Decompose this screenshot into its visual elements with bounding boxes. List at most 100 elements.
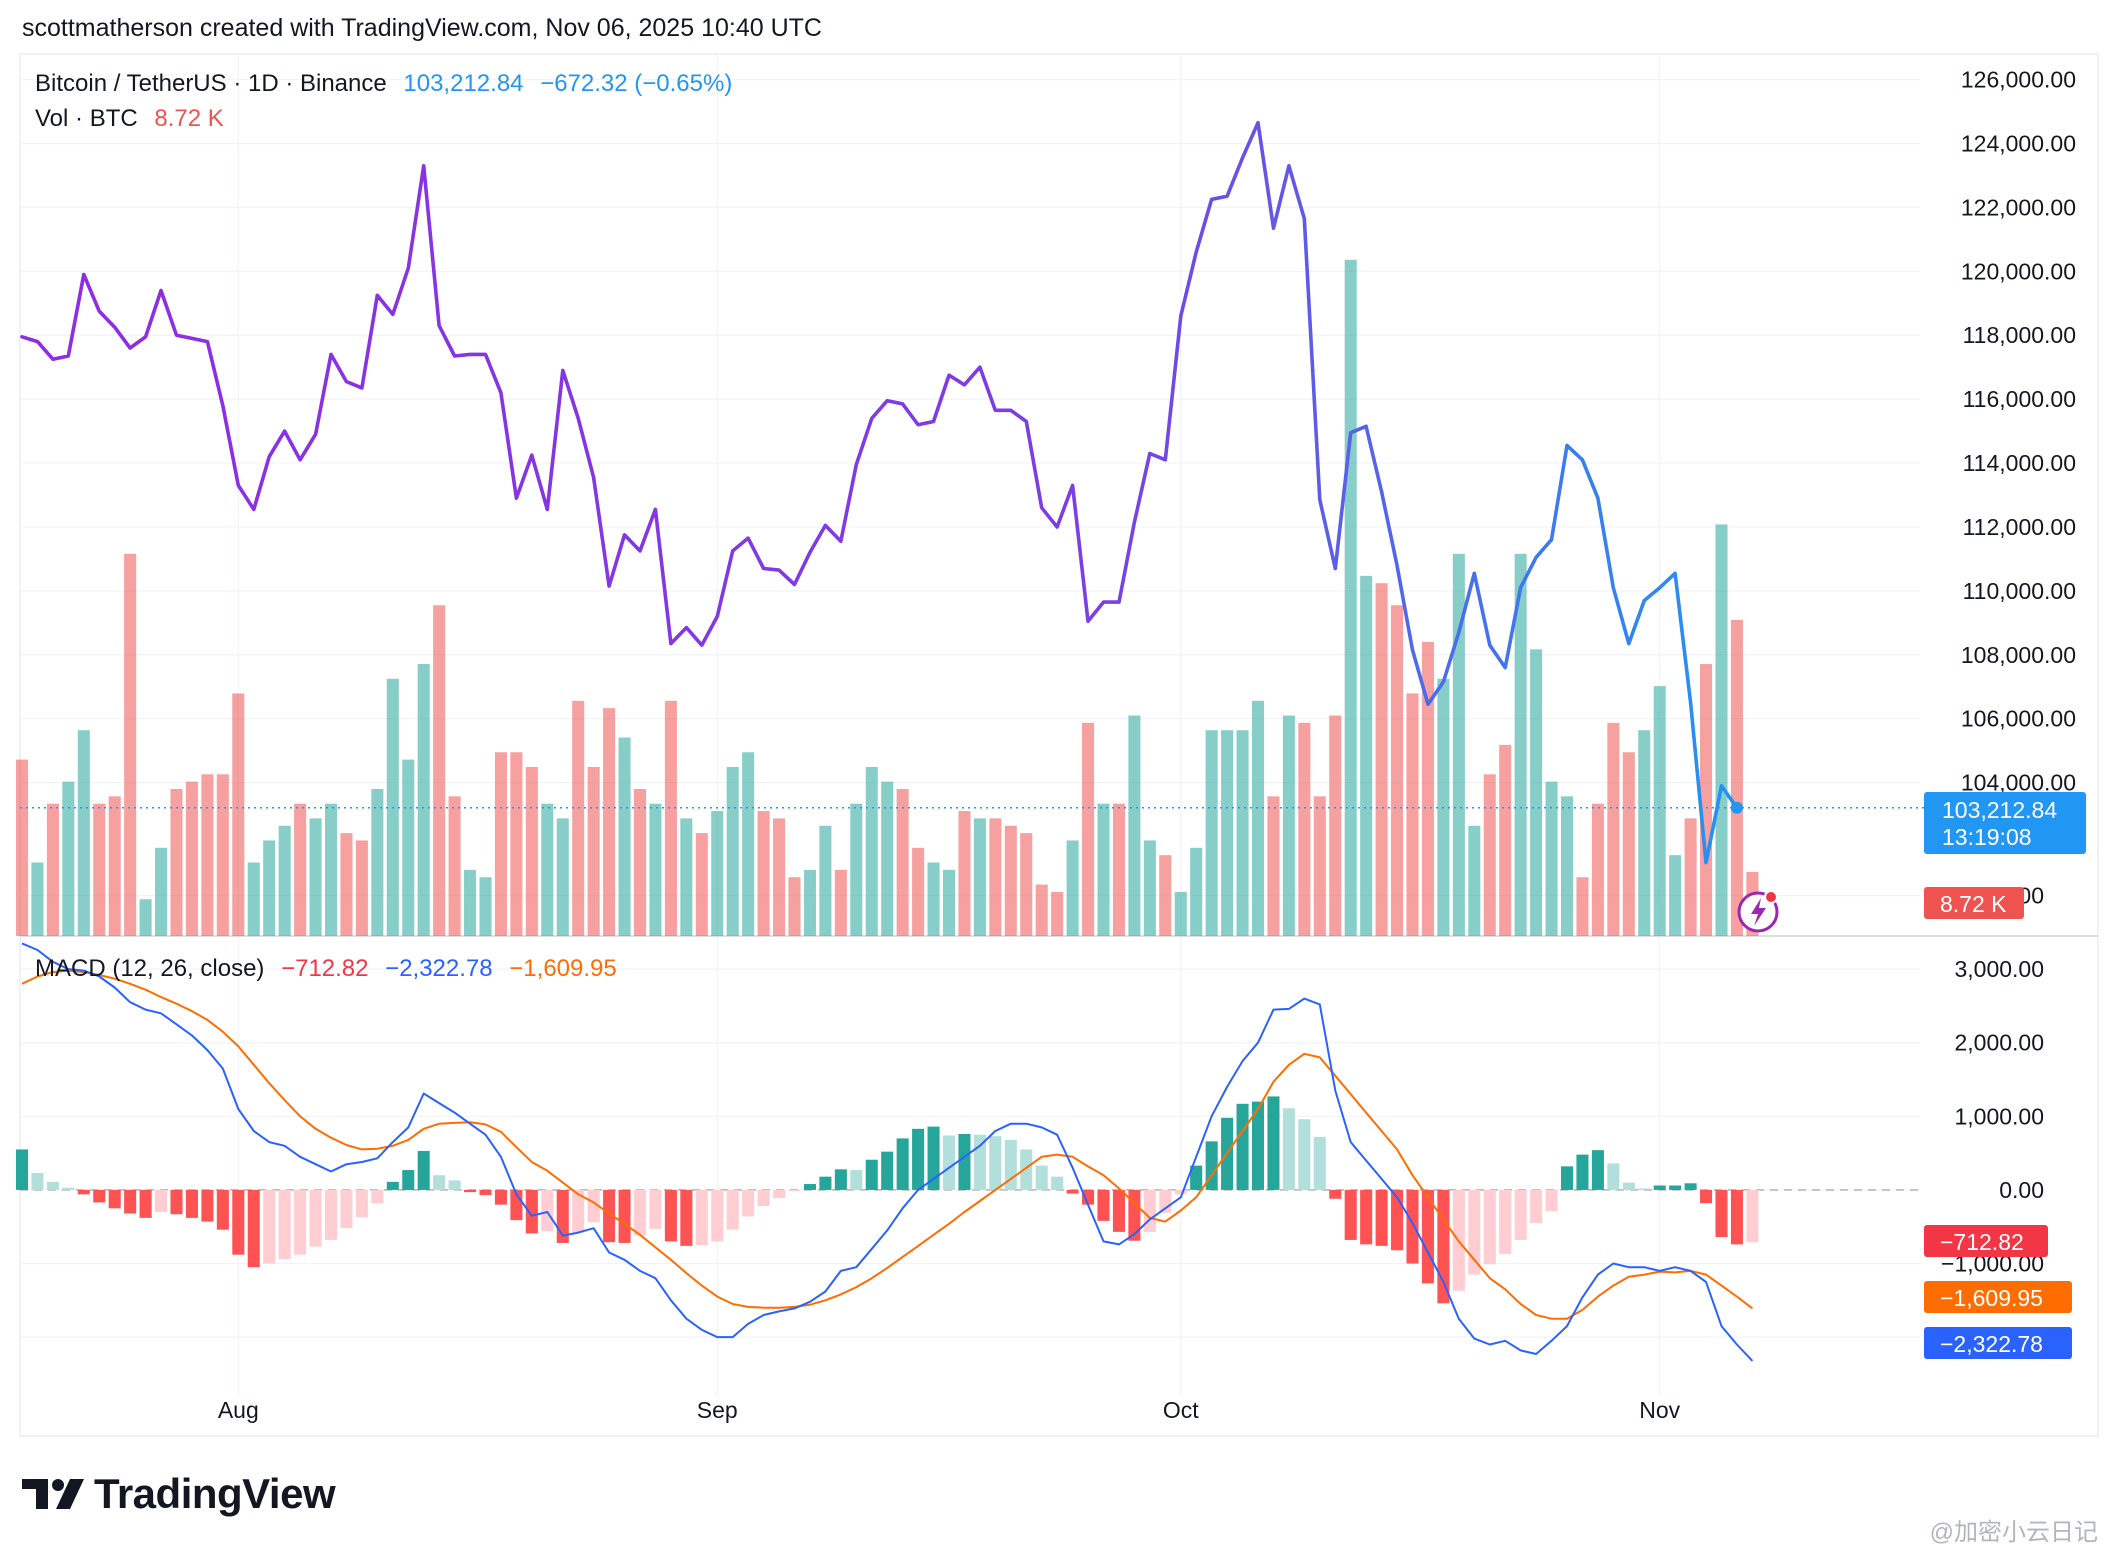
macd-axis[interactable]: −2,000.00−1,000.000.001,000.002,000.003,… <box>1941 883 2044 1351</box>
volume-bar <box>340 833 353 936</box>
volume-bar <box>1221 730 1234 936</box>
macd-hist-bar <box>850 1170 863 1190</box>
macd-hist-bar <box>1190 1165 1203 1190</box>
volume-bar <box>958 811 971 936</box>
volume-bar <box>1468 825 1481 936</box>
price-tick-label: 108,000.00 <box>1961 642 2076 668</box>
price-axis[interactable]: 104,000.00 106,000.00 108,000.00 110,000.00… <box>1961 67 2076 796</box>
volume-bar <box>942 869 956 936</box>
macd-hist-bar <box>1051 1176 1064 1190</box>
macd-hist-bar <box>1391 1189 1404 1251</box>
macd-hist-bar <box>958 1133 971 1190</box>
time-tick-label: Sep <box>697 1397 738 1423</box>
volume-bar <box>201 774 214 936</box>
volume-bar <box>1375 583 1388 936</box>
macd-hist-bar <box>108 1189 121 1209</box>
volume-bar <box>1236 730 1249 936</box>
volume-bar <box>1669 855 1682 936</box>
volume-bar <box>417 664 430 936</box>
macd-hist-bar <box>170 1189 183 1215</box>
volume-bar <box>1143 840 1156 936</box>
volume-bar <box>247 862 260 936</box>
tradingview-logo-icon <box>22 1479 84 1509</box>
macd-hist-value: −712.82 <box>281 955 369 982</box>
macd-hist-bar <box>881 1151 894 1190</box>
price-tick-label: 110,000.00 <box>1963 578 2076 604</box>
macd-hist-bar <box>309 1189 322 1247</box>
macd-hist-bar <box>417 1150 430 1190</box>
macd-hist-bar <box>139 1189 152 1218</box>
volume-bar <box>1174 891 1187 936</box>
macd-hist-bar <box>1499 1189 1512 1254</box>
macd-hist-bar <box>1560 1166 1574 1190</box>
volume-bar <box>1190 847 1203 936</box>
macd-hist-bar <box>1128 1189 1141 1241</box>
macd-signal-value: −1,609.95 <box>509 955 617 982</box>
macd-signal-line[interactable] <box>21 969 1754 1320</box>
volume-bar <box>680 818 693 936</box>
macd-hist-bar <box>742 1189 755 1217</box>
macd-hist-bar <box>1344 1189 1357 1240</box>
volume-bar <box>1406 693 1419 936</box>
lightning-icon[interactable] <box>1737 890 1779 933</box>
macd-hist-bar <box>942 1135 956 1190</box>
price-tick-label: 126,000.00 <box>1961 67 2076 93</box>
volume-bar <box>819 825 832 936</box>
volume-bar <box>912 847 925 936</box>
macd-hist-bar <box>1746 1189 1759 1243</box>
macd-hist-bar <box>1669 1185 1682 1190</box>
macd-line-tag <box>1924 1327 2072 1359</box>
volume-bar <box>1313 796 1326 936</box>
volume-bar <box>448 796 461 936</box>
volume-bar <box>1700 664 1713 936</box>
volume-bar <box>973 818 986 936</box>
volume-bar <box>1545 781 1558 936</box>
volume-bar <box>649 803 662 936</box>
volume-bar <box>803 869 816 936</box>
macd-line-value: −2,322.78 <box>385 955 493 982</box>
volume-bar <box>1205 730 1218 936</box>
macd-hist-bar <box>324 1189 338 1240</box>
price-tick-label: 106,000.00 <box>1961 706 2076 732</box>
volume-bar <box>1421 642 1434 936</box>
time-axis[interactable]: Aug Sep Oct Nov <box>218 1397 1681 1423</box>
tradingview-logo[interactable]: TradingView <box>22 1470 336 1518</box>
macd-hist-bar <box>541 1189 554 1232</box>
macd-hist-bar <box>711 1189 724 1242</box>
macd-hist-bar <box>865 1159 878 1190</box>
macd-hist-bar <box>1035 1165 1048 1190</box>
macd-legend[interactable]: MACD (12, 26, close) −712.82 −2,322.78 −… <box>35 955 617 983</box>
macd-hist-bar <box>124 1189 137 1214</box>
macd-hist-bar <box>726 1189 739 1230</box>
volume-bar <box>1066 840 1079 936</box>
macd-hist-bar <box>1267 1096 1280 1190</box>
macd-hist-bar <box>494 1189 507 1205</box>
volume-bar <box>433 605 446 936</box>
price-line[interactable] <box>20 120 1739 865</box>
macd-hist-bar <box>216 1189 229 1230</box>
time-tick-label: Oct <box>1163 1397 1199 1423</box>
volume-bar <box>1267 796 1280 936</box>
macd-hist-bar <box>448 1180 461 1190</box>
macd-tag-text: −712.82 <box>1940 1229 2024 1255</box>
macd-hist-bar <box>1591 1150 1604 1190</box>
volume-legend[interactable]: Vol · BTC 8.72 K <box>35 105 224 133</box>
macd-hist-bar <box>664 1189 677 1242</box>
volume-bar <box>865 766 878 936</box>
volume-bar <box>15 759 29 936</box>
macd-line[interactable] <box>21 942 1754 1362</box>
price-tick-label: 120,000.00 <box>1961 258 2076 284</box>
volume-bar <box>324 803 338 936</box>
volume-bar <box>1576 877 1589 936</box>
macd-hist-bar <box>1468 1189 1481 1275</box>
volume-bar <box>1591 803 1604 936</box>
symbol-legend[interactable]: Bitcoin / TetherUS · 1D · Binance 103,21… <box>35 70 732 98</box>
volume-title: Vol · BTC <box>35 105 138 132</box>
price-tick-label: 124,000.00 <box>1961 130 2076 156</box>
macd-hist-bar <box>294 1189 307 1255</box>
volume-bar <box>1684 818 1697 936</box>
volume-bar <box>1514 553 1527 936</box>
macd-hist-bar <box>1437 1189 1450 1304</box>
macd-histogram <box>15 1096 1759 1304</box>
